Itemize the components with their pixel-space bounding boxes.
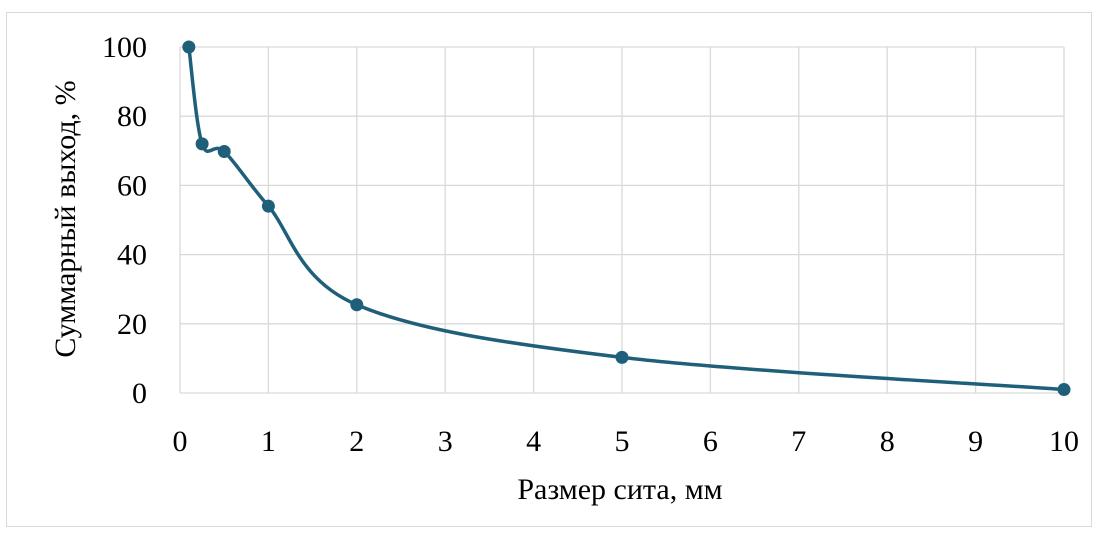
data-point-marker bbox=[217, 144, 231, 158]
series-line bbox=[187, 46, 1065, 392]
x-tick-label: 8 bbox=[880, 425, 895, 458]
x-tick-label: 7 bbox=[791, 425, 806, 458]
x-tick-label: 2 bbox=[349, 425, 364, 458]
chart-frame bbox=[6, 12, 1092, 527]
data-point-marker bbox=[350, 298, 364, 312]
data-point-marker bbox=[261, 199, 275, 213]
y-tick-label: 60 bbox=[117, 169, 147, 202]
data-point-marker bbox=[1057, 383, 1071, 397]
y-tick-label: 20 bbox=[117, 308, 147, 341]
data-point-marker bbox=[615, 350, 629, 364]
x-tick-label: 4 bbox=[526, 425, 541, 458]
x-tick-labels: 0 1 2 3 4 5 6 7 8 9 10 bbox=[173, 425, 1080, 458]
y-tick-label: 100 bbox=[102, 31, 147, 64]
data-point-marker bbox=[195, 137, 209, 151]
x-axis-title: Размер сита, мм bbox=[517, 473, 722, 506]
y-axis-title: Суммарный выход, % bbox=[49, 80, 82, 357]
y-tick-label: 0 bbox=[132, 377, 147, 410]
y-tick-label: 80 bbox=[117, 100, 147, 133]
x-tick-label: 5 bbox=[615, 425, 630, 458]
y-tick-labels: 0 20 40 60 80 100 bbox=[102, 31, 147, 410]
x-tick-label: 1 bbox=[261, 425, 276, 458]
y-tick-label: 40 bbox=[117, 239, 147, 272]
gridlines bbox=[179, 46, 1065, 394]
data-point-marker bbox=[182, 40, 196, 54]
x-tick-label: 10 bbox=[1049, 425, 1079, 458]
x-tick-label: 3 bbox=[438, 425, 453, 458]
x-tick-label: 9 bbox=[968, 425, 983, 458]
x-tick-label: 6 bbox=[703, 425, 718, 458]
series-group bbox=[182, 40, 1071, 397]
x-tick-label: 0 bbox=[173, 425, 188, 458]
